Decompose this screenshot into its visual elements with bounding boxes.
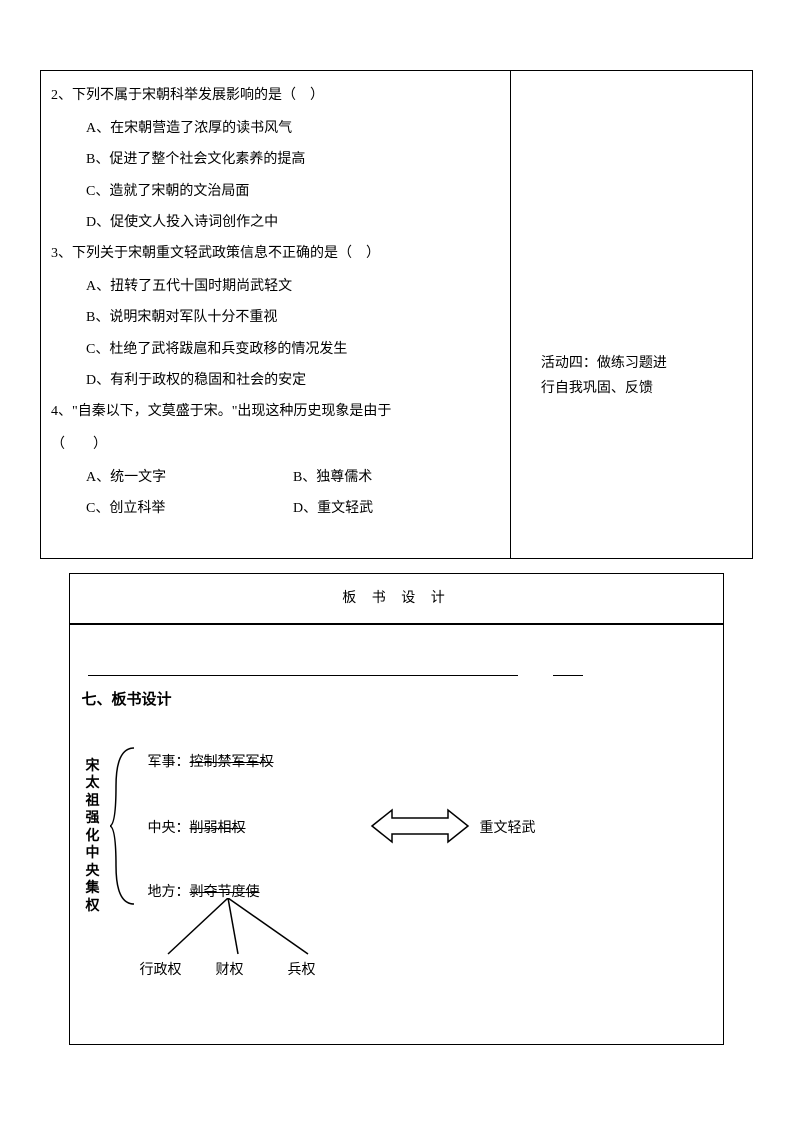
branch-central-text: 削弱相权 [190, 821, 246, 836]
q4-stem-2: （ ） [51, 432, 500, 457]
activity-cell: 活动四：做练习题进 行自我巩固、反馈 [510, 71, 752, 559]
branch-central-label: 中央： [148, 821, 190, 836]
q3-option-c: C、杜绝了武将跋扈和兵变政移的情况发生 [51, 337, 500, 362]
divider-line [88, 675, 518, 676]
activity-line-1: 活动四：做练习题进 [541, 351, 742, 376]
q4-row-ab: A、统一文字 B、独尊儒术 [51, 465, 500, 490]
leaf-admin: 行政权 [140, 958, 182, 983]
questions-table: 2、下列不属于宋朝科举发展影响的是（ ） A、在宋朝营造了浓厚的读书风气 B、促… [40, 70, 753, 559]
q4-option-c: C、创立科举 [86, 496, 293, 521]
section-title: 七、板书设计 [82, 687, 724, 714]
leaf-military: 兵权 [288, 958, 316, 983]
q4-stem-1: 4、"自秦以下，文莫盛于宋。"出现这种历史现象是由于 [51, 399, 500, 424]
q4-option-a: A、统一文字 [86, 465, 293, 490]
board-diagram: 宋太祖强化中央集权 军事：控制禁军军权 中央：削弱相权 地方：剥夺节度使 重文轻… [70, 728, 724, 1008]
questions-cell: 2、下列不属于宋朝科举发展影响的是（ ） A、在宋朝营造了浓厚的读书风气 B、促… [41, 71, 511, 559]
q2-option-a: A、在宋朝营造了浓厚的读书风气 [51, 116, 500, 141]
vertical-title: 宋太祖强化中央集权 [86, 758, 102, 916]
branch-lines-icon [148, 898, 348, 958]
q4-option-b: B、独尊儒术 [293, 465, 500, 490]
double-arrow-icon [370, 806, 470, 846]
activity-line-2: 行自我巩固、反馈 [541, 376, 742, 401]
board-header: 板 书 设 计 [70, 574, 724, 624]
branch-military-text: 控制禁军军权 [190, 755, 274, 770]
branch-military: 军事：控制禁军军权 [148, 750, 274, 775]
leaf-finance: 财权 [216, 958, 244, 983]
q3-stem: 3、下列关于宋朝重文轻武政策信息不正确的是（ ） [51, 241, 500, 266]
board-body: 七、板书设计 宋太祖强化中央集权 军事：控制禁军军权 中央：削弱相权 地方：剥夺… [69, 624, 724, 1044]
q2-option-b: B、促进了整个社会文化素养的提高 [51, 147, 500, 172]
left-brace-icon [110, 746, 140, 906]
board-header-cell: 板 书 设 计 [69, 573, 724, 624]
policy-label: 重文轻武 [480, 816, 536, 841]
q2-option-c: C、造就了宋朝的文治局面 [51, 179, 500, 204]
q2-option-d: D、促使文人投入诗词创作之中 [51, 210, 500, 235]
branch-central: 中央：削弱相权 [148, 816, 246, 841]
q3-option-d: D、有利于政权的稳固和社会的安定 [51, 368, 500, 393]
q4-option-d: D、重文轻武 [293, 496, 500, 521]
divider-line-right [553, 675, 583, 676]
branch-military-label: 军事： [148, 755, 190, 770]
board-design-table: 板 书 设 计 七、板书设计 宋太祖强化中央集权 军事：控制禁军军权 中央：削弱… [69, 573, 725, 1045]
q2-stem: 2、下列不属于宋朝科举发展影响的是（ ） [51, 83, 500, 108]
q4-row-cd: C、创立科举 D、重文轻武 [51, 496, 500, 521]
q3-option-b: B、说明宋朝对军队十分不重视 [51, 305, 500, 330]
q3-option-a: A、扭转了五代十国时期尚武轻文 [51, 274, 500, 299]
